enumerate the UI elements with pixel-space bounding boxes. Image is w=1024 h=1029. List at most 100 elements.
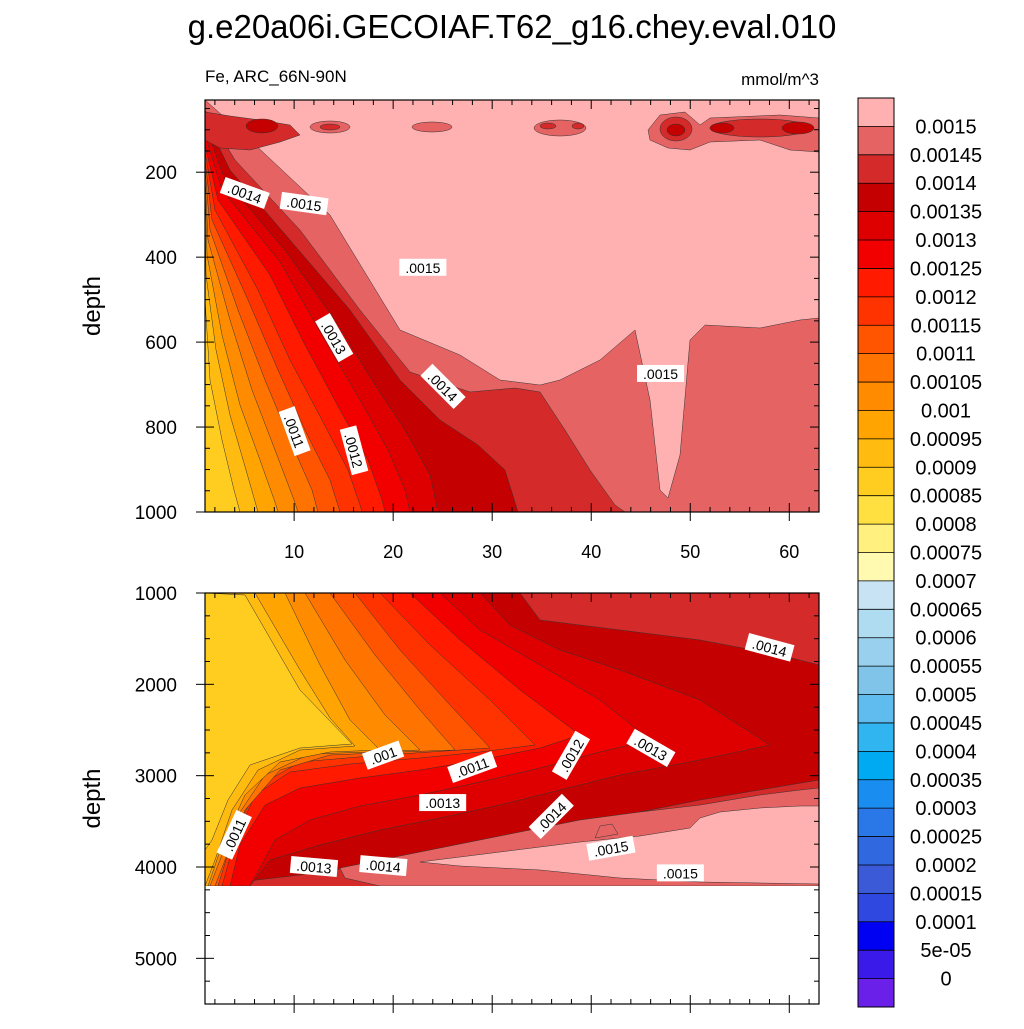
colorbar-label: 0.0003 <box>915 798 976 820</box>
y-tick-label: 200 <box>145 163 177 184</box>
colorbar-label: 0.001 <box>921 400 971 422</box>
contour-label-box <box>278 406 311 457</box>
colorbar-label: 0.0005 <box>915 685 976 707</box>
contour-label: .0015 <box>399 258 447 276</box>
contour-label-box <box>399 258 447 276</box>
colorbar-label: 0.0011 <box>916 344 976 366</box>
contour-label-box <box>420 363 466 409</box>
contour-label-box <box>419 794 467 812</box>
colorbar-label: 0.0015 <box>915 116 976 138</box>
no-data-region <box>205 886 819 1004</box>
contour-label-text: .0015 <box>286 194 323 215</box>
colorbar-swatch <box>858 893 894 923</box>
colorbar-swatch <box>858 694 894 724</box>
colorbar-swatch <box>858 836 894 866</box>
surface-blob <box>319 123 341 131</box>
colorbar-swatch <box>858 98 894 127</box>
y-tick-label: 2000 <box>135 675 177 696</box>
y-tick-label: 1000 <box>135 503 177 524</box>
colorbar-swatch <box>858 467 894 497</box>
colorbar-label: 0.0014 <box>915 173 976 195</box>
colorbar-label: 0.0001 <box>915 912 976 934</box>
contour-label-box <box>586 835 636 861</box>
surface-blob <box>571 122 585 130</box>
contour-label: .0015 <box>656 864 704 882</box>
x-tick-label: 50 <box>680 542 700 562</box>
colorbar-label: 0.0006 <box>915 628 976 650</box>
colorbar-swatch <box>858 950 894 980</box>
colorbar-swatch <box>858 353 894 383</box>
contour-label-box <box>528 793 574 840</box>
colorbar-label: 0.00125 <box>910 258 982 280</box>
contour-label: .0015 <box>279 191 329 216</box>
colorbar-label: 0.00065 <box>910 599 982 621</box>
colorbar-swatch <box>858 154 894 184</box>
colorbar-label: 0.00045 <box>910 713 982 735</box>
colorbar-label: 0.00015 <box>910 883 982 905</box>
axes-layer: 10 20 30 40 50 60 200 400 600 800 1000 depth 1000 200… <box>79 99 820 1013</box>
colorbar-label: 0 <box>940 969 951 991</box>
colorbar-swatch <box>858 779 894 809</box>
colorbar-swatch <box>858 921 894 951</box>
colorbar-swatch <box>858 666 894 696</box>
colorbar-swatch <box>858 296 894 326</box>
contour-label-box <box>315 313 354 363</box>
contour-label-text: .0013 <box>425 795 460 811</box>
contour-label-box <box>339 425 369 476</box>
colorbar-swatch <box>858 211 894 241</box>
contour-label-box <box>279 191 329 216</box>
colorbar-swatch <box>858 751 894 781</box>
surface-blob <box>781 121 815 135</box>
colorbar-label: 0.00035 <box>910 770 982 792</box>
colorbar-swatch <box>858 438 894 468</box>
contour-label: .0015 <box>586 835 636 861</box>
surface-blob <box>245 118 279 134</box>
y-tick-label: 4000 <box>135 858 177 879</box>
colorbar-swatch <box>858 524 894 553</box>
contour-label-box <box>289 855 339 878</box>
contour-label-box <box>637 364 685 382</box>
colorbar-swatch <box>858 808 894 838</box>
contour-band-0.00145-spot <box>594 823 619 839</box>
colorbar-swatch <box>858 382 894 411</box>
colorbar-label: 0.0008 <box>915 514 976 536</box>
contour-label: .0013 <box>419 794 467 812</box>
colorbar-swatch <box>858 978 894 1008</box>
x-tick-label: 60 <box>779 542 799 562</box>
contour-label-box <box>744 633 795 662</box>
contour-label-box <box>656 864 704 882</box>
x-tick-label: 10 <box>284 542 304 562</box>
colorbar-swatch <box>858 126 894 156</box>
contour-label-text: .0015 <box>643 366 678 382</box>
contour-label: .0015 <box>637 364 685 382</box>
colorbar-label: 5e-05 <box>920 940 971 962</box>
colorbar-swatch <box>858 183 894 213</box>
colorbar-label: 0.0007 <box>915 571 976 593</box>
contour-label-box <box>626 728 676 767</box>
y-tick-label: 5000 <box>135 949 177 970</box>
colorbar: 0.0015 0.00145 0.0014 0.00135 0.0013 0.00125 0… <box>857 97 982 1008</box>
colorbar-label: 0.00105 <box>910 372 982 394</box>
chart-title: g.e20a06i.GECOIAF.T62_g16.chey.eval.010 <box>188 8 837 45</box>
colorbar-swatch <box>858 609 894 639</box>
colorbar-swatch <box>858 410 894 440</box>
contour-label-box <box>447 750 498 784</box>
contour-band-0.00085 <box>205 593 353 851</box>
colorbar-swatch <box>858 864 894 894</box>
colorbar-swatch <box>858 495 894 525</box>
contour-label-text: .0015 <box>405 260 440 276</box>
contour-label-box <box>361 740 405 770</box>
surface-blob <box>411 121 453 133</box>
colorbar-swatch <box>858 722 894 752</box>
contour-label-box <box>551 730 591 780</box>
contour-band-0.00085 <box>205 299 241 512</box>
colorbar-label: 0.0012 <box>915 287 976 309</box>
colorbar-label: 0.0002 <box>915 855 976 877</box>
contour-label-box <box>219 176 270 209</box>
colorbar-label: 0.00145 <box>910 145 982 167</box>
colorbar-swatch <box>858 325 894 355</box>
colorbar-label: 0.0013 <box>915 230 976 252</box>
contour-label-box <box>359 855 408 877</box>
